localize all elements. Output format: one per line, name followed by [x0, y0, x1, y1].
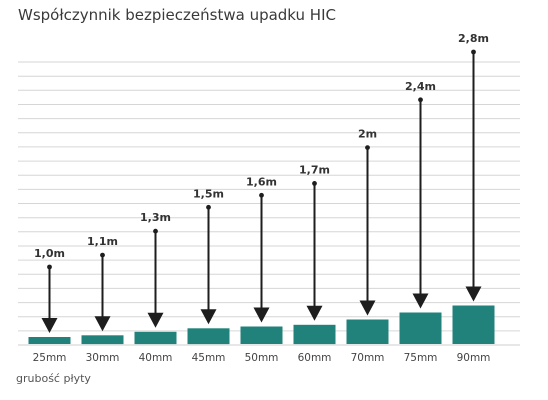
bar-50mm [240, 326, 283, 344]
value-label-70mm: 2m [358, 128, 377, 141]
bar-45mm [187, 328, 230, 345]
height-arrow-40mm [147, 228, 164, 328]
x-tick-labels: 25mm 30mm 40mm 45mm 50mm 60mm 70mm 75mm 90mm [33, 352, 491, 364]
bars [28, 305, 495, 345]
height-arrows [41, 49, 482, 333]
x-tick-50mm: 50mm [245, 352, 279, 364]
height-arrow-70mm [359, 145, 376, 316]
x-axis-label: grubość płyty [16, 372, 91, 385]
x-tick-25mm: 25mm [33, 352, 67, 364]
x-tick-75mm: 75mm [404, 352, 438, 364]
bar-90mm [452, 305, 495, 344]
value-label-30mm: 1,1m [87, 235, 118, 248]
x-tick-45mm: 45mm [192, 352, 226, 364]
height-arrow-90mm [465, 49, 482, 302]
grid-lines [18, 61, 520, 346]
height-arrow-50mm [253, 192, 270, 323]
bar-75mm [399, 312, 442, 344]
x-tick-70mm: 70mm [351, 352, 385, 364]
x-tick-30mm: 30mm [86, 352, 120, 364]
height-arrow-30mm [94, 252, 111, 332]
chart-title: Współczynnik bezpieczeństwa upadku HIC [18, 6, 336, 24]
x-tick-40mm: 40mm [139, 352, 173, 364]
bar-60mm [293, 324, 336, 345]
bar-25mm [28, 337, 71, 344]
height-arrow-45mm [200, 204, 217, 325]
x-tick-60mm: 60mm [298, 352, 332, 364]
height-arrow-75mm [412, 97, 429, 309]
value-label-75mm: 2,4m [405, 80, 436, 93]
value-label-60mm: 1,7m [299, 163, 330, 176]
x-tick-90mm: 90mm [457, 352, 491, 364]
value-label-45mm: 1,5m [193, 187, 224, 200]
bar-40mm [134, 331, 177, 345]
value-label-40mm: 1,3m [140, 211, 171, 224]
height-arrow-60mm [306, 181, 323, 321]
bar-30mm [81, 335, 124, 345]
value-label-25mm: 1,0m [34, 247, 65, 260]
bar-70mm [346, 319, 389, 344]
value-labels: 1,0m 1,1m 1,3m 1,5m 1,6m 1,7m 2m 2,4m 2,8m [34, 32, 489, 260]
value-label-50mm: 1,6m [246, 175, 277, 188]
height-arrow-25mm [41, 264, 58, 333]
value-label-90mm: 2,8m [458, 32, 489, 45]
